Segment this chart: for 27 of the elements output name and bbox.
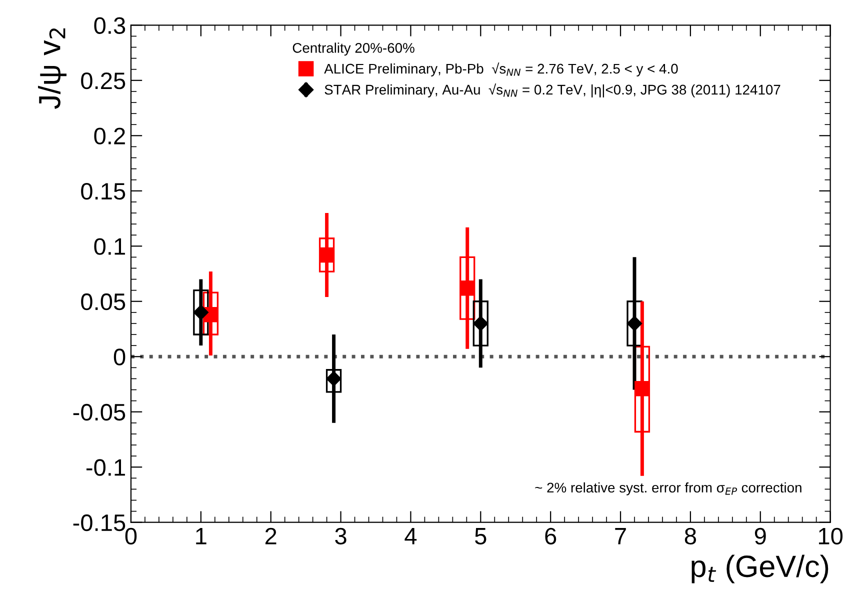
y-tick-label: 0.15 bbox=[81, 182, 126, 200]
x-tick-label: 3 bbox=[335, 528, 346, 545]
x-tick-label: 9 bbox=[754, 528, 766, 545]
x-tick-label: 6 bbox=[545, 528, 556, 545]
x-tick-label: 1 bbox=[196, 528, 206, 544]
y-tick-label: -0.05 bbox=[73, 404, 126, 421]
y-tick-label: 0.1 bbox=[94, 238, 125, 255]
y-tick-label: 0.2 bbox=[94, 128, 125, 144]
x-axis-title: p$_{t}$ (GeV/c) bbox=[692, 554, 828, 584]
x-tick-label: 10 bbox=[818, 528, 843, 545]
x-tick-label: 7 bbox=[615, 528, 626, 544]
y-tick-label: -0.15 bbox=[73, 514, 126, 532]
legend-title: Centrality 20%-60% bbox=[292, 42, 414, 56]
y-tick-label: 0.3 bbox=[94, 17, 126, 34]
legend-label: ALICE Preliminary, Pb-Pb √s$_{NN}$ = 2.76 TeV, 2.5 < y < 4.0 bbox=[324, 62, 678, 76]
annotation: ~ 2% relative syst. error from σ$_{EP}$ correction bbox=[535, 482, 802, 496]
x-tick-label: 5 bbox=[475, 528, 486, 545]
y-tick-label: 0.05 bbox=[81, 293, 126, 310]
x-tick-label: 2 bbox=[265, 528, 276, 544]
x-tick-label: 4 bbox=[404, 528, 417, 544]
x-tick-label: 0 bbox=[125, 528, 137, 545]
legend-label: STAR Preliminary, Au-Au √s$_{NN}$ = 0.2 TeV, |η|<0.9, JPG 38 (2011) 124107 bbox=[324, 83, 780, 98]
y-tick-label: 0 bbox=[114, 348, 126, 366]
y-tick-label: -0.1 bbox=[86, 459, 125, 476]
y-axis-title: J/ψ v$_{2}$ bbox=[38, 28, 66, 110]
y-tick-label: 0.25 bbox=[81, 72, 126, 90]
x-tick-label: 8 bbox=[684, 528, 696, 545]
